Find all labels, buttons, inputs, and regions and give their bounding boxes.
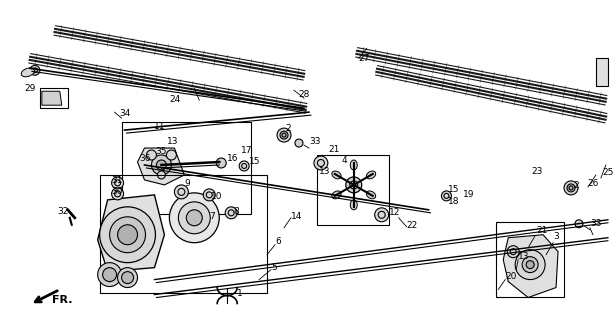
Circle shape (99, 207, 155, 263)
Bar (122, 122, 251, 214)
Circle shape (280, 131, 288, 139)
Polygon shape (98, 195, 165, 272)
Circle shape (157, 160, 166, 170)
Circle shape (152, 155, 171, 175)
Circle shape (112, 177, 123, 189)
Text: 11: 11 (154, 122, 165, 131)
Circle shape (575, 220, 583, 228)
Circle shape (515, 250, 545, 280)
Ellipse shape (332, 171, 341, 179)
Ellipse shape (350, 160, 357, 170)
Text: 23: 23 (531, 167, 543, 176)
Text: 26: 26 (587, 180, 598, 188)
Polygon shape (42, 91, 62, 105)
Text: 13: 13 (319, 167, 330, 176)
Ellipse shape (21, 68, 34, 77)
Text: 21: 21 (329, 145, 340, 154)
Circle shape (507, 246, 519, 258)
Circle shape (147, 150, 157, 160)
Circle shape (239, 161, 249, 171)
Bar (99, 175, 267, 292)
Circle shape (314, 156, 328, 170)
Polygon shape (138, 148, 184, 185)
Bar (317, 155, 389, 225)
Circle shape (216, 158, 226, 168)
Text: 3: 3 (553, 232, 559, 241)
Circle shape (522, 257, 538, 273)
Circle shape (169, 193, 219, 243)
Polygon shape (503, 235, 558, 298)
Text: 28: 28 (298, 90, 309, 99)
Text: 15: 15 (249, 157, 260, 166)
Circle shape (112, 188, 123, 200)
Circle shape (166, 150, 176, 160)
Circle shape (122, 272, 133, 284)
Text: 34: 34 (120, 109, 131, 118)
Text: 36: 36 (139, 154, 151, 163)
Text: 35: 35 (155, 147, 167, 156)
Text: 8: 8 (233, 207, 239, 216)
Text: 7: 7 (209, 212, 215, 221)
Circle shape (203, 189, 216, 201)
Circle shape (295, 139, 303, 147)
Text: 16: 16 (227, 154, 239, 163)
Text: 4: 4 (342, 156, 348, 165)
Circle shape (346, 177, 362, 193)
Text: 13: 13 (168, 137, 179, 146)
Bar (496, 222, 564, 297)
Ellipse shape (350, 200, 357, 210)
Circle shape (375, 208, 389, 222)
Circle shape (526, 261, 534, 268)
Bar (40, 88, 68, 108)
Ellipse shape (367, 171, 376, 179)
Circle shape (174, 185, 188, 199)
Circle shape (118, 268, 138, 288)
Circle shape (157, 171, 165, 179)
Ellipse shape (367, 191, 376, 199)
Text: 18: 18 (448, 197, 460, 206)
Text: FR.: FR. (52, 294, 72, 305)
Circle shape (179, 202, 210, 234)
Text: 20: 20 (505, 272, 516, 281)
Text: 32: 32 (57, 207, 68, 216)
Ellipse shape (332, 191, 341, 199)
Text: 6: 6 (275, 237, 281, 246)
Circle shape (225, 207, 237, 219)
Text: 31: 31 (112, 176, 123, 185)
Text: 22: 22 (406, 221, 418, 230)
Text: 2: 2 (285, 124, 290, 132)
Text: 1: 1 (237, 289, 243, 298)
Circle shape (186, 210, 202, 226)
Text: 14: 14 (291, 212, 302, 221)
Text: 19: 19 (464, 190, 475, 199)
Circle shape (118, 225, 138, 245)
Text: 30: 30 (112, 188, 123, 196)
Text: 13: 13 (518, 252, 530, 261)
Circle shape (441, 191, 451, 201)
Text: 21: 21 (536, 226, 548, 235)
Text: 2: 2 (573, 181, 578, 190)
Circle shape (564, 181, 578, 195)
Text: 5: 5 (271, 263, 277, 272)
Text: 15: 15 (448, 185, 460, 194)
Text: 27: 27 (359, 54, 370, 63)
Text: 24: 24 (169, 95, 181, 104)
Circle shape (103, 268, 117, 282)
Circle shape (277, 128, 291, 142)
Text: 12: 12 (389, 208, 400, 217)
Circle shape (350, 181, 358, 189)
Text: 10: 10 (211, 192, 223, 201)
Circle shape (98, 263, 122, 286)
Text: 33: 33 (590, 219, 602, 228)
Circle shape (110, 217, 146, 253)
Text: 9: 9 (184, 180, 190, 188)
Text: 25: 25 (602, 168, 613, 178)
Text: 33: 33 (309, 137, 321, 146)
Text: 29: 29 (25, 84, 36, 93)
Circle shape (30, 65, 40, 75)
Text: 17: 17 (241, 146, 252, 155)
Circle shape (567, 184, 575, 192)
Bar (596, 58, 608, 86)
